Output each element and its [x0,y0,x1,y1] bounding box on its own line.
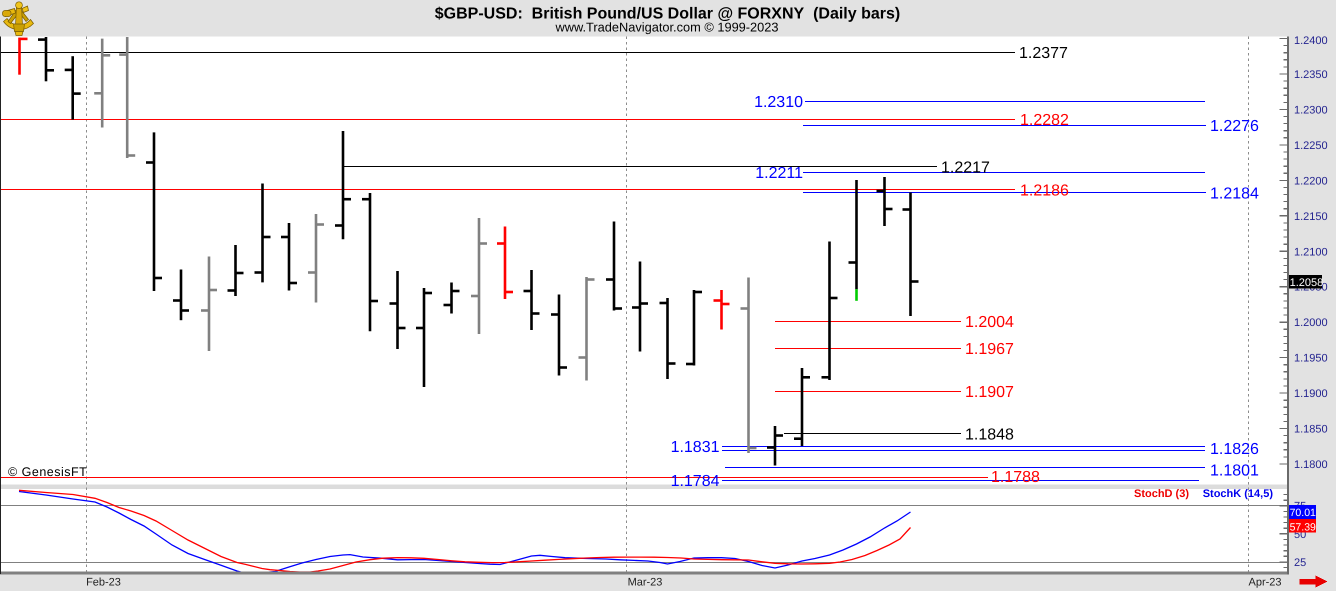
svg-text:1.2282: 1.2282 [1020,112,1069,129]
svg-text:© GenesisFT: © GenesisFT [8,465,87,479]
svg-text:1.1826: 1.1826 [1210,441,1259,458]
svg-text:1.1800: 1.1800 [1294,459,1328,471]
svg-text:1.1788: 1.1788 [991,469,1040,486]
svg-text:$GBP-USD: British Pound/US Do: $GBP-USD: British Pound/US Dollar @ FORX… [435,6,900,23]
svg-text:70.01: 70.01 [1290,507,1316,519]
svg-text:Apr-23: Apr-23 [1248,576,1281,588]
svg-text:1.2250: 1.2250 [1294,140,1328,152]
svg-text:1.2058: 1.2058 [1290,277,1324,289]
svg-text:1.2150: 1.2150 [1294,211,1328,223]
svg-text:1.1784: 1.1784 [671,473,720,490]
svg-text:25: 25 [1294,557,1306,569]
svg-text:1.2100: 1.2100 [1294,246,1328,258]
svg-text:1.1848: 1.1848 [965,426,1014,443]
svg-text:1.2184: 1.2184 [1210,186,1259,203]
svg-text:1.2200: 1.2200 [1294,175,1328,187]
svg-text:Feb-23: Feb-23 [86,576,121,588]
svg-text:1.2004: 1.2004 [965,314,1014,331]
svg-text:57.39: 57.39 [1290,522,1316,534]
svg-text:1.2211: 1.2211 [755,165,803,182]
svg-text:Mar-23: Mar-23 [628,576,663,588]
svg-text:1.2276: 1.2276 [1210,118,1259,135]
svg-text:1.1967: 1.1967 [965,341,1014,358]
svg-text:1.1850: 1.1850 [1294,424,1328,436]
svg-text:1.1831: 1.1831 [671,439,720,456]
svg-text:1.2350: 1.2350 [1294,69,1328,81]
svg-text:1.2000: 1.2000 [1294,317,1328,329]
svg-text:1.1907: 1.1907 [965,384,1014,401]
svg-text:1.2310: 1.2310 [754,94,803,111]
svg-text:1.1950: 1.1950 [1294,353,1328,365]
svg-text:1.2400: 1.2400 [1294,35,1328,47]
svg-text:www.TradeNavigator.com © 1999-: www.TradeNavigator.com © 1999-2023 [554,20,778,35]
svg-text:1.2217: 1.2217 [941,160,990,177]
svg-text:1.2300: 1.2300 [1294,104,1328,116]
svg-text:StochD (3): StochD (3) [1134,488,1189,500]
svg-text:1.1900: 1.1900 [1294,388,1328,400]
svg-text:1.1801: 1.1801 [1210,463,1259,480]
svg-text:StochK (14,5): StochK (14,5) [1203,488,1274,500]
svg-text:1.2377: 1.2377 [1019,45,1068,62]
svg-text:1.2186: 1.2186 [1020,183,1069,200]
